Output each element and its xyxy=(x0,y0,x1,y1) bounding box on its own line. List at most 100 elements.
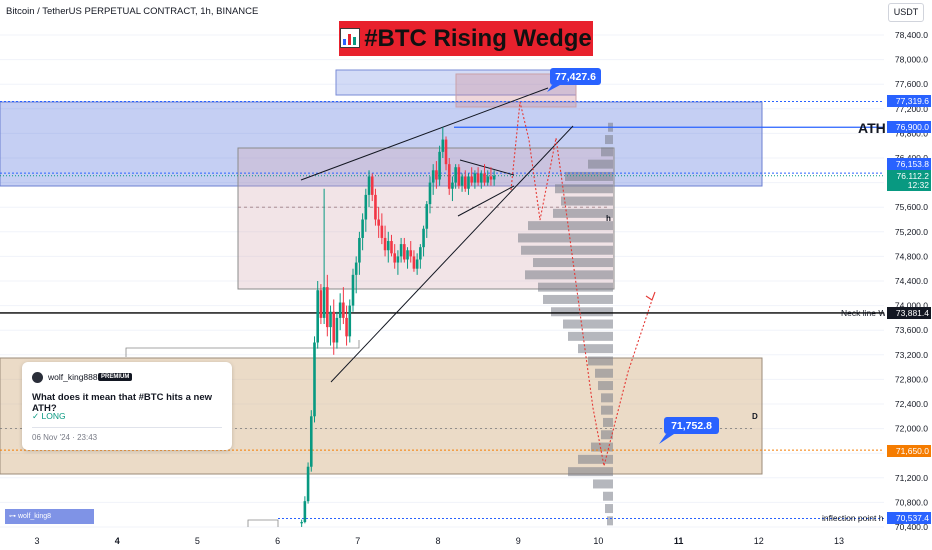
volume-bar xyxy=(601,430,613,440)
symbol-header: Bitcoin / TetherUS PERPETUAL CONTRACT, 1… xyxy=(6,6,259,17)
price-label-text: 12:32 xyxy=(908,180,930,190)
candle-body xyxy=(415,259,419,269)
ath-supply-zone xyxy=(0,101,763,187)
candle-body xyxy=(383,237,387,251)
price-tick: 73,600.0 xyxy=(895,325,928,335)
time-tick: 7 xyxy=(355,536,360,546)
candle-body xyxy=(374,194,377,220)
price-label-bg xyxy=(887,307,931,319)
time-tick: 5 xyxy=(195,536,200,546)
price-label: 71,650.0 xyxy=(887,445,931,457)
volume-bar xyxy=(591,442,613,452)
candle-body xyxy=(364,194,368,220)
candle-body xyxy=(380,225,384,238)
volume-bar xyxy=(518,233,613,243)
pennant-upper-line xyxy=(459,159,515,176)
price-tick: 74,000.0 xyxy=(895,301,928,311)
currency-button[interactable]: USDT xyxy=(888,3,924,22)
volume-bar xyxy=(603,417,613,427)
price-tick: 76,800.0 xyxy=(895,128,928,138)
candle-body xyxy=(489,176,493,180)
candle-body xyxy=(425,204,429,229)
candle-body xyxy=(467,176,470,189)
price-label-text: 70,537.4 xyxy=(896,513,929,523)
time-tick: 6 xyxy=(275,536,280,546)
candle-body xyxy=(460,176,464,186)
candle-body xyxy=(438,151,441,180)
candle-body xyxy=(435,170,438,180)
candle-body xyxy=(454,167,457,183)
candle-body xyxy=(386,241,390,251)
candle-body xyxy=(483,173,486,183)
target-up-callout-text: 77,427.6 xyxy=(555,71,596,83)
price-label-text: 71,650.0 xyxy=(896,446,929,456)
candle-body xyxy=(358,237,361,263)
author-name[interactable]: wolf_king888 xyxy=(48,372,98,382)
price-label-bg xyxy=(887,179,931,191)
point-d-label: D xyxy=(752,412,758,421)
volume-bar xyxy=(561,196,613,206)
idea-date: 06 Nov '24 · 23:43 xyxy=(32,433,98,442)
time-tick: 9 xyxy=(516,536,521,546)
candle-body xyxy=(306,466,310,502)
author-watermark: ⊶ wolf_king8 xyxy=(5,509,94,524)
volume-bar xyxy=(553,208,613,218)
candle-body xyxy=(370,176,374,195)
price-tick: 78,400.0 xyxy=(895,30,928,40)
candle-body xyxy=(332,311,336,343)
price-tick: 72,800.0 xyxy=(895,374,928,384)
idea-card[interactable]: wolf_king888 PREMIUM What does it mean t… xyxy=(22,362,232,450)
price-label-bg xyxy=(887,121,931,133)
price-label-text: 77,319.6 xyxy=(896,96,929,106)
volume-bar xyxy=(588,159,613,169)
volume-bar xyxy=(565,171,613,181)
target-down-callout-text: 71,752.8 xyxy=(671,420,712,432)
price-tick: 72,400.0 xyxy=(895,399,928,409)
target-up-callout-bg xyxy=(550,68,601,85)
price-label-text: 76,112.2 xyxy=(897,171,930,181)
volume-bar xyxy=(543,294,613,304)
candle-body xyxy=(431,170,435,183)
candle-body xyxy=(345,317,348,337)
premium-badge: PREMIUM xyxy=(98,373,133,381)
candle-body xyxy=(412,256,416,269)
time-axis: 3 4 5 6 7 8 9 10 11 12 13 xyxy=(34,536,844,546)
candle-body xyxy=(457,167,461,186)
chart-title-banner: #BTC Rising Wedge xyxy=(339,21,593,56)
candle-body xyxy=(470,176,473,183)
candles xyxy=(300,127,496,527)
candle-body xyxy=(309,416,313,467)
candle-body xyxy=(313,342,316,417)
candle-body xyxy=(393,253,396,263)
volume-bar xyxy=(563,319,613,329)
avatar xyxy=(32,372,43,383)
candle-body xyxy=(322,287,326,318)
price-tick: 71,200.0 xyxy=(895,473,928,483)
volume-bar xyxy=(578,454,613,464)
candle-body xyxy=(303,501,307,523)
candle-body xyxy=(354,262,358,275)
price-label: 76,153.8 xyxy=(887,158,931,170)
price-tick: 70,800.0 xyxy=(895,497,928,507)
volume-bar xyxy=(593,479,613,489)
price-label-text: 76,900.0 xyxy=(896,122,929,132)
price-tick: 78,000.0 xyxy=(895,55,928,65)
candle-body xyxy=(486,176,490,183)
volume-bar xyxy=(603,491,613,501)
price-label-text: 76,153.8 xyxy=(896,159,929,169)
candle-body xyxy=(396,256,400,263)
price-axis: 78,400.0 78,000.0 77,600.0 77,200.0 76,800.0… xyxy=(885,0,932,550)
price-tick: 77,600.0 xyxy=(895,79,928,89)
price-tick: 77,200.0 xyxy=(895,104,928,114)
bracket-line xyxy=(125,340,360,357)
volume-bar xyxy=(605,504,613,514)
bracket-line-bottom xyxy=(247,519,279,527)
chart-title: #BTC Rising Wedge xyxy=(364,25,592,52)
ath-label: ATH xyxy=(858,120,886,136)
candle-body xyxy=(351,274,355,306)
price-tick: 75,200.0 xyxy=(895,227,928,237)
volume-bar xyxy=(568,467,613,477)
time-tick: 3 xyxy=(34,536,39,546)
candle-body xyxy=(441,139,445,152)
